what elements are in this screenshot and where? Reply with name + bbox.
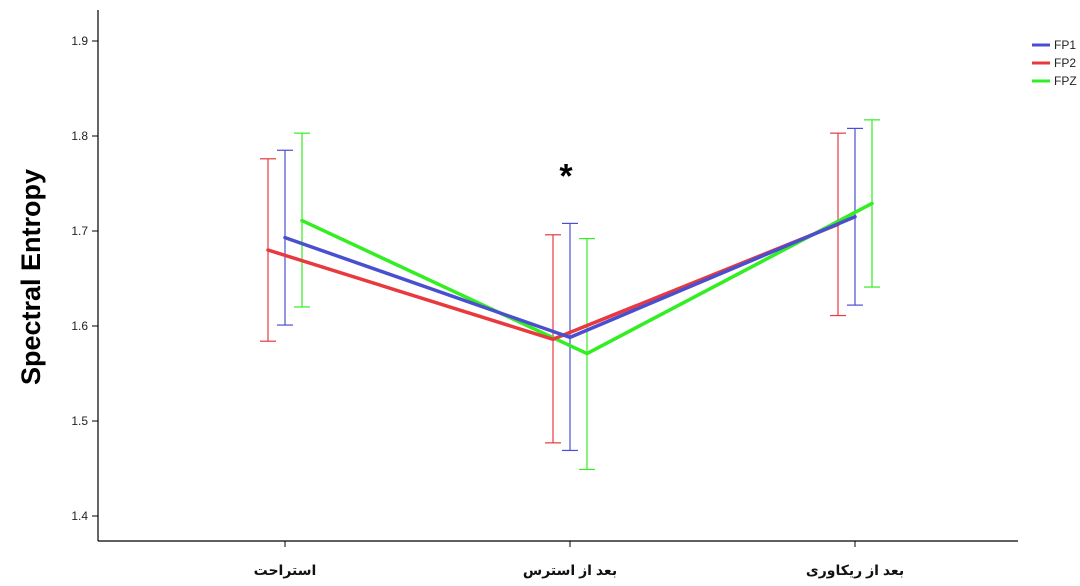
x-tick-label: استراحت (254, 562, 317, 579)
data-point-fpz (870, 201, 874, 206)
y-ticks: 1.4 1.5 1.6 1.7 1.8 1.9 (71, 34, 98, 523)
y-tick-label: 1.5 (71, 414, 88, 428)
annotations: * (559, 157, 573, 195)
legend-label-fp1: FP1 (1054, 38, 1076, 52)
y-tick-label: 1.9 (71, 34, 88, 48)
data-point-fp1 (568, 335, 572, 339)
x-tick-label: بعد از ریکاوری (806, 562, 904, 579)
y-tick-label: 1.4 (71, 509, 88, 523)
y-tick-label: 1.8 (71, 129, 88, 143)
legend: FP1 FP2 FPZ (1032, 38, 1077, 88)
y-tick-label: 1.7 (71, 224, 88, 238)
legend-label-fp2: FP2 (1054, 56, 1076, 70)
y-axis-title: Spectral Entropy (16, 169, 46, 385)
significance-marker: * (559, 157, 573, 195)
data-point-fpz (300, 218, 304, 223)
data-point-fp1 (283, 236, 287, 240)
data-point-fp1 (853, 215, 857, 219)
x-tick-label: بعد از استرس (523, 562, 617, 579)
series-lines (266, 201, 874, 356)
y-tick-label: 1.6 (71, 319, 88, 333)
x-ticks: استراحت بعد از استرس بعد از ریکاوری (254, 541, 904, 579)
legend-label-fpz: FPZ (1054, 74, 1077, 88)
axes (97, 10, 1018, 542)
data-point-fpz (585, 351, 589, 356)
data-point-fp2 (266, 248, 270, 252)
data-point-fp2 (551, 337, 555, 341)
